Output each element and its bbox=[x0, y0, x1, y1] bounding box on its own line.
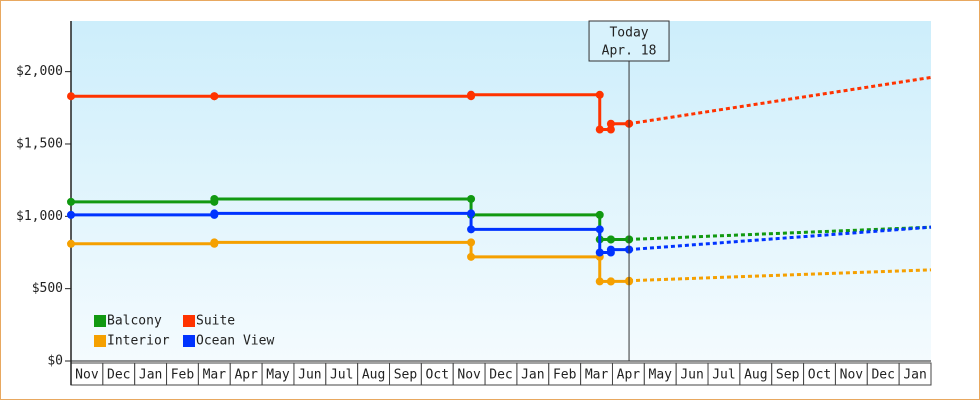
data-point bbox=[606, 245, 615, 254]
x-tick-label: May bbox=[649, 368, 673, 383]
data-point bbox=[595, 248, 604, 257]
x-tick-label: May bbox=[266, 368, 290, 383]
corner-point bbox=[467, 238, 476, 247]
legend-label: Suite bbox=[196, 314, 235, 329]
data-point bbox=[467, 225, 476, 234]
x-tick-label: Apr bbox=[617, 368, 641, 383]
data-point bbox=[67, 197, 75, 206]
x-tick-label: Jun bbox=[680, 368, 703, 383]
data-point bbox=[606, 235, 615, 244]
x-tick-label: Aug bbox=[744, 368, 767, 383]
plot-area bbox=[71, 21, 931, 361]
y-tick-label: $500 bbox=[32, 281, 63, 296]
data-point bbox=[210, 194, 219, 203]
data-point bbox=[606, 119, 615, 128]
x-tick-label: Feb bbox=[171, 368, 195, 383]
x-tick-label: Nov bbox=[75, 368, 99, 383]
x-tick-label: Jun bbox=[298, 368, 321, 383]
x-tick-label: Jan bbox=[521, 368, 544, 383]
corner-point bbox=[595, 90, 604, 99]
projection-line bbox=[628, 268, 932, 283]
x-tick-label: Mar bbox=[203, 368, 227, 383]
x-tick-label: Oct bbox=[426, 368, 449, 383]
month-cell bbox=[898, 362, 932, 386]
x-tick-label: Mar bbox=[585, 368, 609, 383]
projection-line bbox=[628, 75, 932, 126]
x-tick-label: Sep bbox=[776, 368, 800, 383]
projection-line bbox=[628, 225, 932, 252]
x-tick-label: Feb bbox=[553, 368, 577, 383]
data-point bbox=[595, 277, 604, 286]
x-tick-label: Jan bbox=[139, 368, 162, 383]
today-label: Today bbox=[609, 26, 648, 41]
data-point bbox=[210, 209, 219, 218]
x-tick-label: Nov bbox=[840, 368, 864, 383]
x-tick-label: Sep bbox=[394, 368, 418, 383]
corner-point bbox=[467, 209, 476, 218]
legend-swatch bbox=[183, 335, 195, 347]
data-point bbox=[67, 239, 75, 248]
corner-point bbox=[595, 210, 604, 219]
data-point bbox=[595, 125, 604, 134]
legend-label: Interior bbox=[107, 334, 170, 349]
data-point bbox=[606, 277, 615, 286]
data-point bbox=[67, 92, 75, 101]
x-tick-label: Dec bbox=[107, 368, 130, 383]
x-tick-label: Apr bbox=[234, 368, 258, 383]
y-tick-label: $1,000 bbox=[16, 209, 63, 224]
legend-swatch bbox=[94, 335, 106, 347]
legend-swatch bbox=[94, 315, 106, 327]
data-point bbox=[210, 92, 219, 101]
legend-label: Ocean View bbox=[196, 334, 274, 349]
data-point bbox=[467, 90, 476, 99]
x-tick-label: Aug bbox=[362, 368, 385, 383]
x-tick-label: Nov bbox=[457, 368, 481, 383]
x-tick-label: Jul bbox=[330, 368, 353, 383]
today-box bbox=[588, 20, 670, 62]
legend-label: Balcony bbox=[107, 314, 162, 329]
data-point bbox=[467, 252, 476, 261]
x-tick-label: Dec bbox=[489, 368, 512, 383]
x-tick-label: Jan bbox=[903, 368, 926, 383]
x-tick-label: Jul bbox=[712, 368, 735, 383]
corner-point bbox=[595, 225, 604, 234]
y-tick-label: $1,500 bbox=[16, 136, 63, 151]
corner-point bbox=[606, 125, 615, 134]
x-tick-label: Dec bbox=[871, 368, 894, 383]
projection-line bbox=[628, 225, 932, 241]
y-tick-label: $0 bbox=[47, 354, 63, 369]
legend-swatch bbox=[183, 315, 195, 327]
y-tick-label: $2,000 bbox=[16, 64, 63, 79]
data-point bbox=[210, 238, 219, 247]
data-point bbox=[67, 210, 75, 219]
x-tick-label: Oct bbox=[808, 368, 831, 383]
corner-point bbox=[467, 194, 476, 203]
today-label: Apr. 18 bbox=[602, 44, 657, 59]
